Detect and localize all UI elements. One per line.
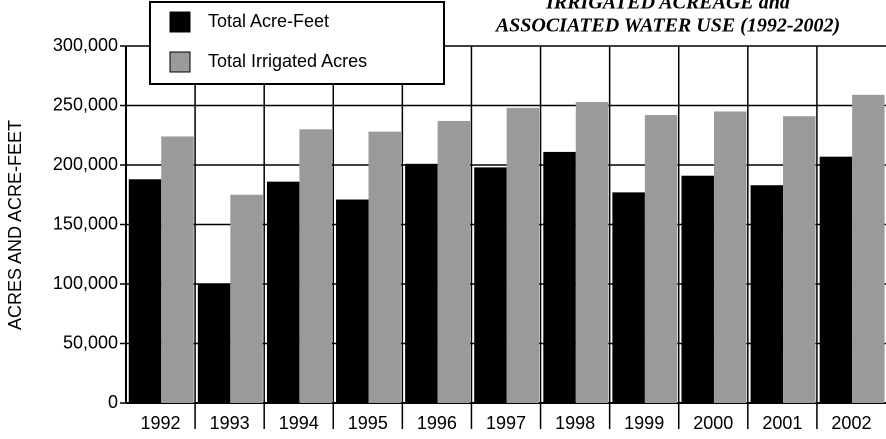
legend-label: Total Acre-Feet (208, 11, 329, 31)
bar (713, 111, 747, 403)
y-tick-label: 50,000 (63, 332, 118, 352)
bar (437, 120, 471, 403)
bar (161, 136, 194, 403)
bar (128, 179, 162, 403)
x-tick-label: 2001 (762, 413, 802, 433)
legend-swatch (169, 51, 191, 73)
bar (368, 131, 401, 403)
y-tick-label: 150,000 (53, 213, 118, 233)
y-tick-label: 0 (108, 392, 118, 412)
chart-title: IRRIGATED ACREAGE and (545, 0, 791, 14)
bar (852, 94, 885, 403)
bar (783, 116, 816, 404)
x-tick-label: 2000 (693, 413, 733, 433)
legend-label: Total Irrigated Acres (208, 51, 367, 71)
bar (405, 163, 438, 403)
x-tick-label: 1995 (348, 413, 388, 433)
bar (299, 129, 332, 404)
x-tick-label: 1999 (624, 413, 664, 433)
x-tick-label: 1997 (486, 413, 526, 433)
y-axis-label: ACRES AND ACRE-FEET (5, 120, 25, 330)
bar (266, 181, 300, 403)
bar (644, 115, 678, 404)
bar (197, 284, 231, 403)
x-tick-label: 1998 (555, 413, 595, 433)
bar (474, 167, 507, 403)
x-tick-label: 1996 (417, 413, 457, 433)
chart-title: ASSOCIATED WATER USE (1992-2002) (494, 15, 840, 37)
bar (681, 175, 714, 403)
bar (612, 192, 645, 403)
bar (575, 101, 609, 404)
bar (750, 185, 784, 403)
x-tick-label: 1992 (141, 413, 181, 433)
bar (819, 156, 853, 403)
bar (230, 194, 263, 403)
y-tick-label: 200,000 (53, 154, 118, 174)
x-tick-label: 2002 (831, 413, 871, 433)
x-tick-label: 1994 (279, 413, 319, 433)
legend-swatch (169, 11, 191, 33)
y-tick-label: 300,000 (53, 35, 118, 55)
x-tick-label: 1993 (210, 413, 250, 433)
y-tick-label: 250,000 (53, 94, 118, 114)
bar (506, 107, 540, 403)
y-tick-label: 100,000 (53, 273, 118, 293)
bar (336, 199, 369, 403)
bar (543, 151, 576, 403)
legend-box (149, 1, 445, 85)
